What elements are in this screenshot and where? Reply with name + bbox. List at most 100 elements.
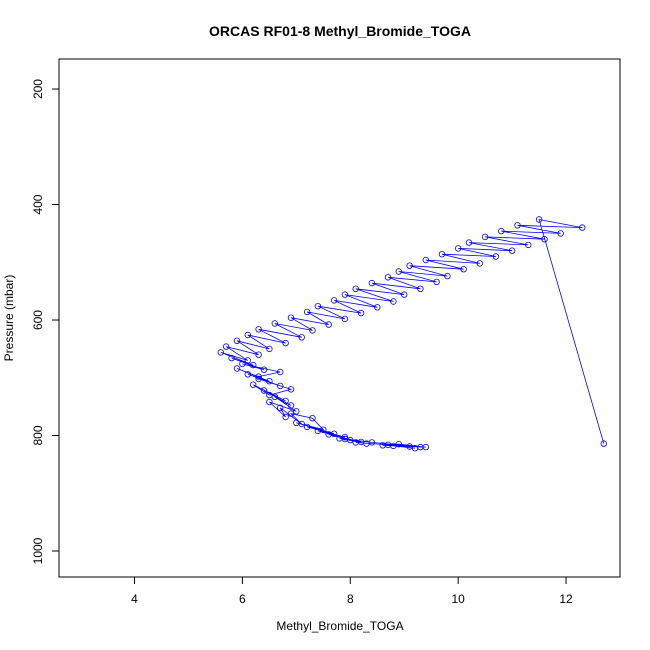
- data-point: [368, 279, 376, 287]
- data-point: [271, 320, 278, 327]
- data-point: [325, 321, 332, 328]
- data-point: [249, 361, 257, 369]
- data-point: [255, 351, 262, 358]
- x-tick-label: 12: [559, 592, 573, 606]
- data-point: [266, 398, 273, 406]
- y-tick-label: 800: [31, 425, 45, 445]
- x-tick-label: 4: [131, 592, 138, 606]
- data-point: [390, 298, 397, 305]
- data-point: [460, 266, 467, 273]
- x-axis-label: Methyl_Bromide_TOGA: [276, 619, 403, 633]
- data-point: [579, 224, 586, 231]
- x-axis: 4 6 8 10 12: [131, 576, 573, 606]
- data-point: [541, 235, 548, 243]
- data-point: [249, 381, 257, 388]
- data-point: [417, 285, 424, 292]
- data-point: [255, 375, 262, 383]
- data-point: [309, 415, 316, 422]
- data-point: [465, 239, 473, 246]
- data-point: [228, 354, 235, 362]
- data-point: [287, 386, 295, 393]
- data-point: [233, 337, 241, 344]
- data-point: [239, 360, 246, 368]
- data-point: [438, 250, 446, 258]
- data-point: [384, 274, 392, 281]
- data-point: [244, 331, 251, 339]
- data-point: [433, 278, 440, 286]
- data-point: [525, 241, 532, 249]
- y-axis: 200 400 600 800 1000: [31, 79, 60, 564]
- y-axis-label: Pressure (mbar): [2, 275, 16, 362]
- y-tick-label: 1000: [31, 537, 45, 564]
- data-point: [303, 308, 311, 316]
- x-tick-label: 8: [347, 592, 354, 606]
- data-point: [309, 327, 316, 334]
- data-point: [320, 426, 327, 433]
- data-point: [357, 309, 365, 317]
- data-point: [260, 387, 268, 394]
- data-point: [293, 408, 300, 415]
- data-point: [535, 216, 543, 223]
- data-point: [217, 349, 224, 356]
- y-tick-label: 600: [31, 310, 45, 330]
- data-point: [277, 382, 284, 390]
- data-point: [341, 434, 349, 441]
- data-point: [347, 436, 354, 444]
- series-line: [220, 218, 605, 449]
- data-point: [481, 233, 489, 241]
- data-point: [287, 410, 295, 417]
- data-point: [395, 441, 402, 448]
- data-point: [330, 430, 338, 437]
- data-point: [255, 326, 262, 333]
- data-point: [287, 402, 295, 409]
- x-tick-label: 10: [451, 592, 465, 606]
- data-point: [298, 334, 305, 341]
- data-point: [222, 343, 230, 350]
- data-point: [374, 304, 381, 311]
- data-point: [508, 247, 516, 254]
- data-point: [277, 404, 284, 411]
- data-point: [401, 291, 408, 298]
- data-point: [444, 272, 451, 280]
- data-point: [287, 314, 295, 321]
- data-point: [498, 227, 505, 235]
- data-point: [492, 253, 500, 260]
- y-tick-label: 400: [31, 194, 45, 214]
- y-tick-label: 200: [31, 79, 45, 99]
- data-point: [557, 230, 564, 237]
- series-marks: [217, 216, 607, 452]
- data-point: [282, 413, 289, 421]
- data-point: [330, 297, 338, 304]
- data-point: [384, 441, 392, 448]
- chart-title: ORCAS RF01-8 Methyl_Bromide_TOGA: [209, 23, 471, 39]
- data-point: [352, 285, 359, 292]
- data-point: [298, 420, 305, 428]
- data-point: [260, 366, 268, 373]
- data-point: [476, 260, 483, 267]
- data-point: [600, 440, 607, 447]
- data-point: [406, 443, 413, 450]
- data-point: [422, 256, 429, 264]
- data-point: [266, 345, 273, 353]
- data-point: [277, 368, 284, 376]
- data-point: [255, 373, 262, 380]
- data-point: [514, 222, 521, 229]
- data-point: [266, 378, 273, 385]
- data-point: [417, 443, 424, 451]
- data-point: [244, 357, 251, 364]
- data-point: [341, 315, 349, 323]
- data-point: [282, 397, 289, 405]
- data-point: [455, 245, 462, 252]
- data-point: [282, 339, 289, 347]
- x-tick-label: 6: [239, 592, 246, 606]
- data-point: [341, 291, 349, 298]
- data-point: [406, 262, 413, 269]
- data-point: [357, 438, 365, 446]
- data-point: [244, 371, 251, 378]
- data-point: [395, 268, 402, 275]
- data-point: [266, 391, 273, 399]
- data-point: [303, 423, 311, 431]
